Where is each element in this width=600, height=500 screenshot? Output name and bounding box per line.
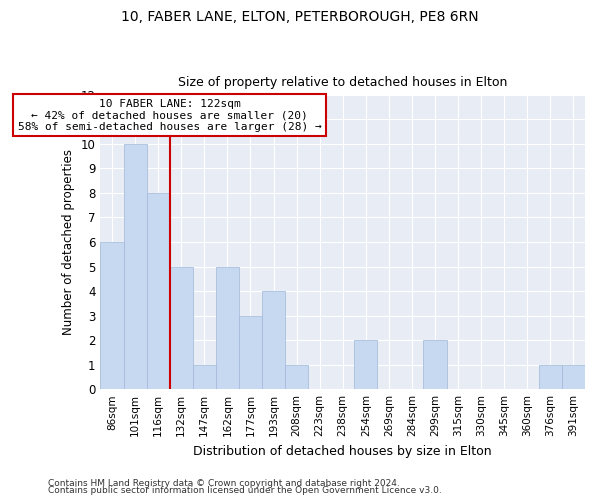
- Bar: [216, 266, 239, 389]
- Bar: [239, 316, 262, 389]
- Bar: [100, 242, 124, 389]
- X-axis label: Distribution of detached houses by size in Elton: Distribution of detached houses by size …: [193, 444, 492, 458]
- Text: 10 FABER LANE: 122sqm
← 42% of detached houses are smaller (20)
58% of semi-deta: 10 FABER LANE: 122sqm ← 42% of detached …: [18, 98, 322, 132]
- Text: 10, FABER LANE, ELTON, PETERBOROUGH, PE8 6RN: 10, FABER LANE, ELTON, PETERBOROUGH, PE8…: [121, 10, 479, 24]
- Y-axis label: Number of detached properties: Number of detached properties: [62, 149, 75, 335]
- Text: Contains public sector information licensed under the Open Government Licence v3: Contains public sector information licen…: [48, 486, 442, 495]
- Title: Size of property relative to detached houses in Elton: Size of property relative to detached ho…: [178, 76, 508, 90]
- Bar: [146, 193, 170, 389]
- Bar: [424, 340, 446, 389]
- Bar: [262, 291, 285, 389]
- Bar: [539, 364, 562, 389]
- Bar: [193, 364, 216, 389]
- Bar: [285, 364, 308, 389]
- Bar: [170, 266, 193, 389]
- Bar: [562, 364, 585, 389]
- Bar: [354, 340, 377, 389]
- Text: Contains HM Land Registry data © Crown copyright and database right 2024.: Contains HM Land Registry data © Crown c…: [48, 478, 400, 488]
- Bar: [124, 144, 146, 389]
